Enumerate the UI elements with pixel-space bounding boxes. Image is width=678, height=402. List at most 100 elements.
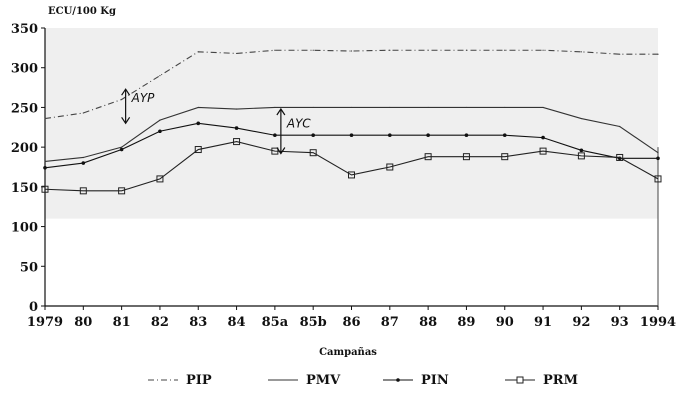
y-tick-label: 350 [11, 22, 38, 37]
data-point [44, 117, 46, 120]
x-tick-label: 91 [534, 315, 552, 330]
data-point [464, 133, 469, 138]
data-point [233, 138, 241, 146]
data-point [388, 133, 392, 138]
data-point [539, 147, 547, 155]
data-point [196, 121, 201, 126]
data-point [235, 52, 238, 55]
data-point [197, 106, 199, 109]
data-point [542, 49, 544, 51]
x-tick-label: 87 [381, 315, 399, 330]
data-point [82, 156, 84, 159]
data-point [121, 146, 123, 148]
data-point [580, 117, 582, 120]
series-prm [41, 138, 662, 195]
data-point [462, 153, 470, 161]
data-point [465, 106, 468, 109]
data-point [194, 146, 202, 154]
data-point [389, 106, 391, 109]
legend-marker [396, 378, 400, 382]
annotation-ayc: AYC [276, 107, 311, 155]
data-point [349, 133, 354, 138]
y-tick-label: 150 [11, 181, 38, 196]
data-point [159, 119, 161, 121]
data-point [350, 50, 353, 52]
annotation-arrow-head [121, 116, 131, 125]
data-point [156, 175, 164, 183]
data-point [657, 53, 659, 55]
data-point [616, 153, 624, 161]
series-line-prm [44, 141, 659, 192]
x-tick-label: 80 [74, 315, 92, 330]
annotations-layer: AYP AYC [121, 88, 311, 155]
x-tick-label: 83 [189, 315, 207, 330]
data-point [542, 106, 544, 109]
shaded-band [45, 28, 658, 219]
data-point [118, 187, 126, 195]
data-point [501, 153, 509, 161]
data-point [271, 147, 279, 155]
x-ticks: 1979 80 81 82 83 84 85a 85b 86 87 88 89 90 91 92 93 1994 [27, 306, 676, 330]
x-tick-label: 85a [262, 315, 289, 330]
data-point [312, 49, 314, 51]
y-ticks: 0 50 100 150 200 250 300 350 [11, 22, 45, 315]
y-tick-label: 0 [29, 300, 38, 315]
legend-item-prm: PRM [505, 373, 578, 388]
legend-marker [516, 376, 524, 384]
data-point [465, 49, 468, 51]
data-point [579, 148, 584, 153]
series-pip [44, 49, 659, 120]
data-point [504, 106, 506, 109]
data-point [577, 152, 585, 160]
data-point [119, 147, 124, 152]
data-point [312, 106, 314, 109]
data-point [656, 156, 660, 161]
data-point [424, 153, 432, 161]
legend-label: PIP [186, 373, 212, 388]
data-point [44, 160, 46, 163]
y-tick-label: 200 [11, 141, 38, 156]
annotation-arrow-head [276, 147, 286, 155]
x-tick-label: 82 [151, 315, 169, 330]
data-point [81, 161, 86, 165]
data-point [619, 53, 621, 55]
y-tick-label: 300 [11, 62, 38, 77]
y-axis-label: ECU/100 Kg [48, 6, 116, 17]
y-tick-label: 100 [11, 221, 38, 236]
data-point [580, 51, 582, 53]
data-point [158, 129, 162, 134]
x-tick-label: 81 [113, 315, 131, 330]
annotation-label: AYP [131, 91, 156, 105]
x-tick-label: 89 [457, 315, 475, 330]
series-layer [41, 49, 662, 195]
data-point [43, 165, 47, 170]
y-tick-label: 250 [11, 101, 38, 116]
data-point [348, 171, 355, 179]
series-pin [43, 121, 660, 170]
x-tick-label: 90 [496, 315, 514, 330]
x-tick-label: 88 [419, 315, 437, 330]
legend-label: PRM [543, 373, 578, 388]
x-tick-label: 84 [228, 315, 246, 330]
data-point [274, 106, 276, 109]
annotation-arrow-head [276, 107, 286, 116]
data-point [426, 133, 430, 138]
x-tick-label: 1979 [27, 315, 63, 330]
data-point [159, 75, 161, 77]
data-point [82, 112, 84, 114]
data-point [502, 133, 507, 138]
data-point [389, 49, 391, 51]
data-point [350, 106, 353, 109]
data-point [541, 135, 545, 140]
annotation-arrow-head [121, 88, 131, 96]
data-point [234, 126, 239, 130]
data-point [309, 149, 317, 157]
data-point [273, 133, 277, 138]
x-tick-label: 85b [300, 315, 327, 330]
data-point [619, 125, 621, 128]
data-point [427, 49, 429, 51]
data-point [41, 185, 49, 193]
data-point [79, 187, 87, 195]
annotation-label: AYC [286, 116, 311, 130]
